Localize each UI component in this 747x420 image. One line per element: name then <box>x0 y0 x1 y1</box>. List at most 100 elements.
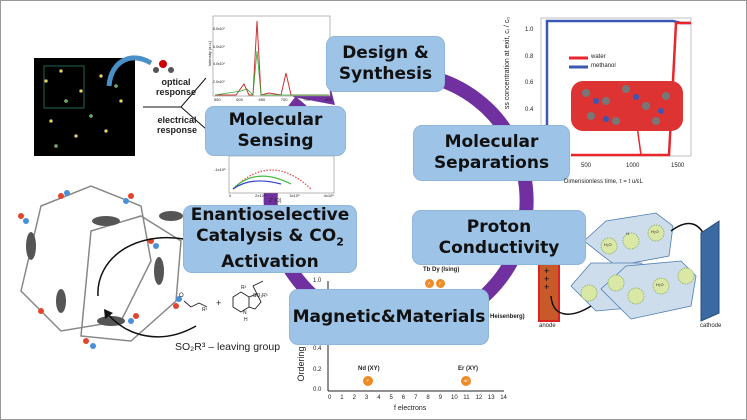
t: response <box>156 87 197 97</box>
box-text: Catalysis & CO <box>196 225 337 246</box>
ising-label: Tb Dy (Ising) <box>423 267 460 273</box>
nyquist-xlabel: Z′ (Ω) <box>269 198 282 204</box>
tick: 700 <box>280 97 288 102</box>
cycle-ring <box>263 65 534 336</box>
legend-methanol: methanol <box>591 63 616 69</box>
dy-point: F <box>436 279 445 288</box>
proton-conductivity-box[interactable]: Proton Conductivity <box>413 211 585 264</box>
separation-ylabel: ss concentration at exit, cᵢ / c₀ <box>504 16 511 110</box>
point-label-nd: Nd (XY) <box>358 366 380 372</box>
tick: 0 <box>229 193 232 198</box>
x-tick: 1 <box>340 395 344 401</box>
tick: 4.0x10⁵ <box>213 62 225 66</box>
tick: 550 <box>214 97 221 102</box>
box-line: Synthesis <box>338 64 433 84</box>
tick: 6.0x10⁵ <box>213 44 225 49</box>
x-tick: 10 <box>451 395 458 401</box>
so2r3-label: SO₂R³ <box>253 293 268 299</box>
box-line: Magnetic&Materials <box>292 306 486 327</box>
tick: 750 <box>303 97 310 102</box>
tick: 3x10⁵ <box>289 193 300 198</box>
box-line: Proton <box>466 216 532 237</box>
x-tick: 9 <box>438 395 443 401</box>
catalysis-arrow-upper <box>97 237 185 297</box>
tick: 650 <box>258 97 266 102</box>
guest-arrow <box>106 55 153 87</box>
atom-h: H <box>244 317 248 323</box>
crystal-structure-image <box>34 58 135 156</box>
water-label: H₂O <box>604 242 612 247</box>
x-tick: 5 <box>389 395 393 401</box>
box-line: Molecular <box>444 132 539 152</box>
atom-o: O <box>179 293 184 299</box>
framework-spacefill-image <box>571 81 683 131</box>
tick: 4x10⁵ <box>323 193 334 198</box>
spectrum-plot <box>212 15 331 97</box>
box-line: Design & <box>342 43 429 63</box>
water-label: H₂O <box>651 229 659 234</box>
water-label: H₂O <box>656 282 664 287</box>
box-line: Catalysis & CO2 <box>191 226 350 252</box>
box-line: Conductivity <box>438 237 560 258</box>
heisenberg-label: Heisenberg) <box>490 314 525 320</box>
box-line: Enantioselective <box>190 204 350 225</box>
legend-water: water <box>591 54 606 60</box>
data-point: AF <box>461 375 472 386</box>
plus-charges: + + + <box>544 266 550 292</box>
tb-point: F <box>425 279 434 288</box>
cathode-plate <box>700 220 720 322</box>
optical-response-label: optical response <box>156 77 196 97</box>
response-fork <box>143 77 207 130</box>
nyquist-plot <box>228 155 335 194</box>
x-tick: 11 <box>463 395 470 401</box>
separation-xlabel: Dimensionless time, τ = t u/εL <box>564 179 643 185</box>
proton-label: H <box>626 231 629 236</box>
x-tick: 2 <box>352 395 356 401</box>
magnetic-xlabel: f electrons <box>394 405 427 412</box>
molecular-separations-box[interactable]: Molecular Separations <box>414 126 569 180</box>
tick: 1.0 <box>313 278 322 284</box>
catalysis-box[interactable]: Enantioselective Catalysis & CO2 Activatio… <box>184 204 356 273</box>
nyquist-y-tick: -1x10⁵ <box>214 167 226 172</box>
tick: 1500 <box>671 163 685 169</box>
t: electrical <box>157 115 197 125</box>
electrical-response-label: electrical response <box>157 115 197 135</box>
r1-label: R¹ <box>202 307 208 313</box>
spectrum-x-ticks: 550 600 650 700 750 800 <box>214 97 332 102</box>
r2-label: R² <box>241 285 247 291</box>
box-line: Separations <box>433 153 550 173</box>
design-synthesis-box[interactable]: Design & Synthesis <box>327 37 444 91</box>
tick: 600 <box>236 97 243 102</box>
tick: 500 <box>581 163 592 169</box>
x-tick: 3 <box>364 395 369 401</box>
t: response <box>157 125 198 135</box>
point-label-er: Er (XY) <box>458 366 479 372</box>
proton-path-arrow <box>550 295 592 315</box>
x-tick: 0 <box>328 395 332 401</box>
reactant-structures <box>183 280 264 313</box>
tick: 0.8 <box>525 53 534 60</box>
t: optical <box>161 77 191 87</box>
nyquist-x-ticks: 0 2x10⁵ 3x10⁵ 4x10⁵ <box>229 193 334 198</box>
plus-sign: + <box>216 298 222 308</box>
x-tick: 8 <box>426 395 430 401</box>
molecular-sensing-box[interactable]: Molecular Sensing <box>206 107 345 155</box>
tick: 8.0x10⁵ <box>213 27 225 31</box>
tick: 0.6 <box>525 80 534 86</box>
spectrum-ylabel: Intensity (a.u.) <box>207 40 213 67</box>
tick: 2.0x10⁵ <box>213 79 225 84</box>
x-tick: 4 <box>377 395 381 401</box>
box-line: Sensing <box>237 131 314 151</box>
box-line: Molecular <box>228 110 323 130</box>
tick: 1.0 <box>525 27 534 33</box>
water-molecule-icon <box>159 60 167 68</box>
magnetic-ylabel: Ordering <box>296 346 306 382</box>
magnetic-materials-box[interactable]: Magnetic&Materials <box>290 290 488 344</box>
subscript: 2 <box>336 235 344 249</box>
tick: 0.4 <box>525 106 534 113</box>
tick: 800 <box>325 97 332 102</box>
tick: 2x10⁵ <box>255 193 266 198</box>
spectrum-y-ticks: 8.0x10⁵ 6.0x10⁵ 4.0x10⁵ 2.0x10⁵ <box>213 21 225 91</box>
box-line: Activation <box>221 252 319 273</box>
